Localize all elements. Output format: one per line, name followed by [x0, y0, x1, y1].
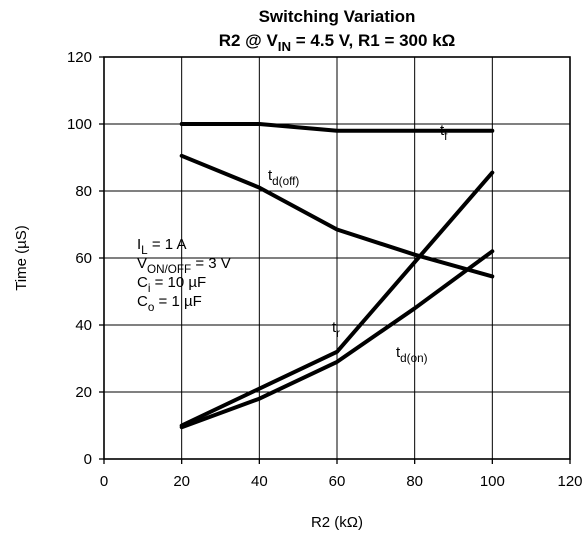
x-tick-label: 40 [251, 473, 268, 490]
series-t-f-label: tf [440, 122, 448, 143]
x-tick-label: 100 [480, 473, 505, 490]
series-labels: tf td(off) tr td(on) [268, 122, 448, 365]
x-tick-label: 20 [173, 473, 190, 490]
y-tick-label: 0 [84, 451, 92, 468]
condition-line: Co = 1 µF [137, 293, 202, 314]
x-tick-label: 80 [406, 473, 423, 490]
y-tick-label: 100 [67, 116, 92, 133]
series-lines [179, 122, 495, 430]
y-tick-label: 120 [67, 49, 92, 66]
series-t-r-label: tr [332, 319, 340, 340]
y-tick-label: 80 [75, 183, 92, 200]
grid [104, 57, 570, 459]
y-axis-label: Time (µS) [13, 225, 30, 291]
series-t-d-on-label: td(on) [396, 344, 428, 365]
series-t-f-line [179, 122, 495, 133]
x-tick-label: 60 [329, 473, 346, 490]
condition-line: Ci = 10 µF [137, 274, 206, 295]
x-axis-label: R2 (kΩ) [311, 514, 363, 531]
x-tick-label: 120 [557, 473, 582, 490]
condition-line: VON/OFF = 3 V [137, 255, 231, 276]
y-tick-label: 20 [75, 384, 92, 401]
axis-ticks: 0 20 40 60 80 100 120 0 20 40 60 80 100 120 [67, 49, 583, 490]
series-t-d-on-line [179, 249, 495, 430]
chart-title-line1: Switching Variation [259, 7, 416, 26]
x-tick-label: 0 [100, 473, 108, 490]
y-tick-label: 60 [75, 250, 92, 267]
series-t-d-off-line [179, 153, 495, 279]
y-tick-label: 40 [75, 317, 92, 334]
condition-line: IL = 1 A [137, 236, 186, 257]
chart-title-line2: R2 @ VIN = 4.5 V, R1 = 300 kΩ [219, 31, 456, 54]
series-t-r-line [179, 170, 495, 428]
series-t-d-off-label: td(off) [268, 167, 299, 188]
